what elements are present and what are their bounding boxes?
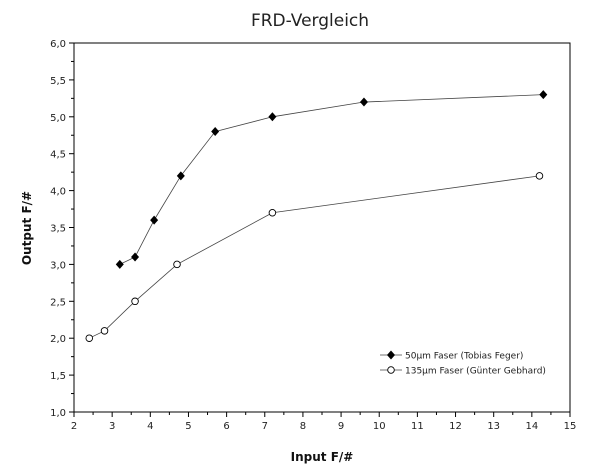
legend: 50µm Faser (Tobias Feger) 135µm Faser (Gü… <box>380 350 546 377</box>
x-tick-label: 14 <box>525 421 538 432</box>
data-point-circle <box>173 260 181 269</box>
x-tick-label: 12 <box>449 421 462 432</box>
y-tick-label: 4,5 <box>50 150 66 161</box>
x-axis: 2 3 4 5 6 7 8 9 10 11 12 13 14 15 <box>71 412 577 432</box>
x-axis-title: Input F/# <box>291 450 354 464</box>
series-group <box>85 90 548 342</box>
data-point-diamond <box>359 97 368 107</box>
y-axis: 1,0 1,5 2,0 2,5 3,0 3,5 4,0 4,5 5,0 5,5 6,0 <box>50 39 74 419</box>
y-tick-label: 6,0 <box>50 39 66 50</box>
x-tick-label: 7 <box>262 421 268 432</box>
data-point-diamond <box>115 259 124 269</box>
series-line <box>119 94 544 265</box>
data-point-circle <box>85 334 94 342</box>
series-1 <box>115 90 548 269</box>
y-tick-label: 2,5 <box>50 297 66 308</box>
data-point-diamond <box>268 112 277 122</box>
x-tick-label: 4 <box>147 421 153 432</box>
chart-title: FRD-Vergleich <box>251 11 369 31</box>
y-tick-label: 4,0 <box>50 187 66 198</box>
x-tick-label: 8 <box>300 421 306 432</box>
x-tick-label: 9 <box>338 421 344 432</box>
data-point-circle <box>100 327 109 335</box>
series-2 <box>85 172 544 342</box>
y-tick-label: 1,5 <box>50 371 66 382</box>
data-point-circle <box>268 208 277 217</box>
data-point-circle <box>131 297 139 306</box>
x-tick-label: 2 <box>71 421 77 432</box>
x-tick-label: 11 <box>411 421 424 432</box>
data-point-diamond <box>387 350 395 360</box>
y-tick-label: 3,0 <box>50 260 66 271</box>
x-tick-label: 3 <box>109 421 115 432</box>
x-tick-label: 5 <box>185 421 191 432</box>
series-line <box>89 175 540 339</box>
y-tick-label: 1,0 <box>50 408 66 419</box>
data-point-circle <box>387 366 395 374</box>
data-point-diamond <box>211 127 220 137</box>
data-point-diamond <box>131 252 140 262</box>
data-point-diamond <box>539 90 548 100</box>
legend-label: 50µm Faser (Tobias Feger) <box>405 352 523 362</box>
x-tick-label: 13 <box>487 421 500 432</box>
legend-label: 135µm Faser (Günter Gebhard) <box>405 367 546 377</box>
y-axis-title: Output F/# <box>20 191 34 265</box>
y-tick-label: 5,5 <box>50 76 66 87</box>
y-tick-label: 3,5 <box>50 224 66 235</box>
y-tick-label: 5,0 <box>50 113 66 124</box>
data-point-diamond <box>176 171 185 181</box>
data-point-circle <box>535 172 544 180</box>
x-tick-label: 10 <box>373 421 386 432</box>
x-tick-label: 6 <box>223 421 229 432</box>
data-point-diamond <box>150 215 159 225</box>
x-tick-label: 15 <box>564 421 577 432</box>
y-tick-label: 2,0 <box>50 334 66 345</box>
